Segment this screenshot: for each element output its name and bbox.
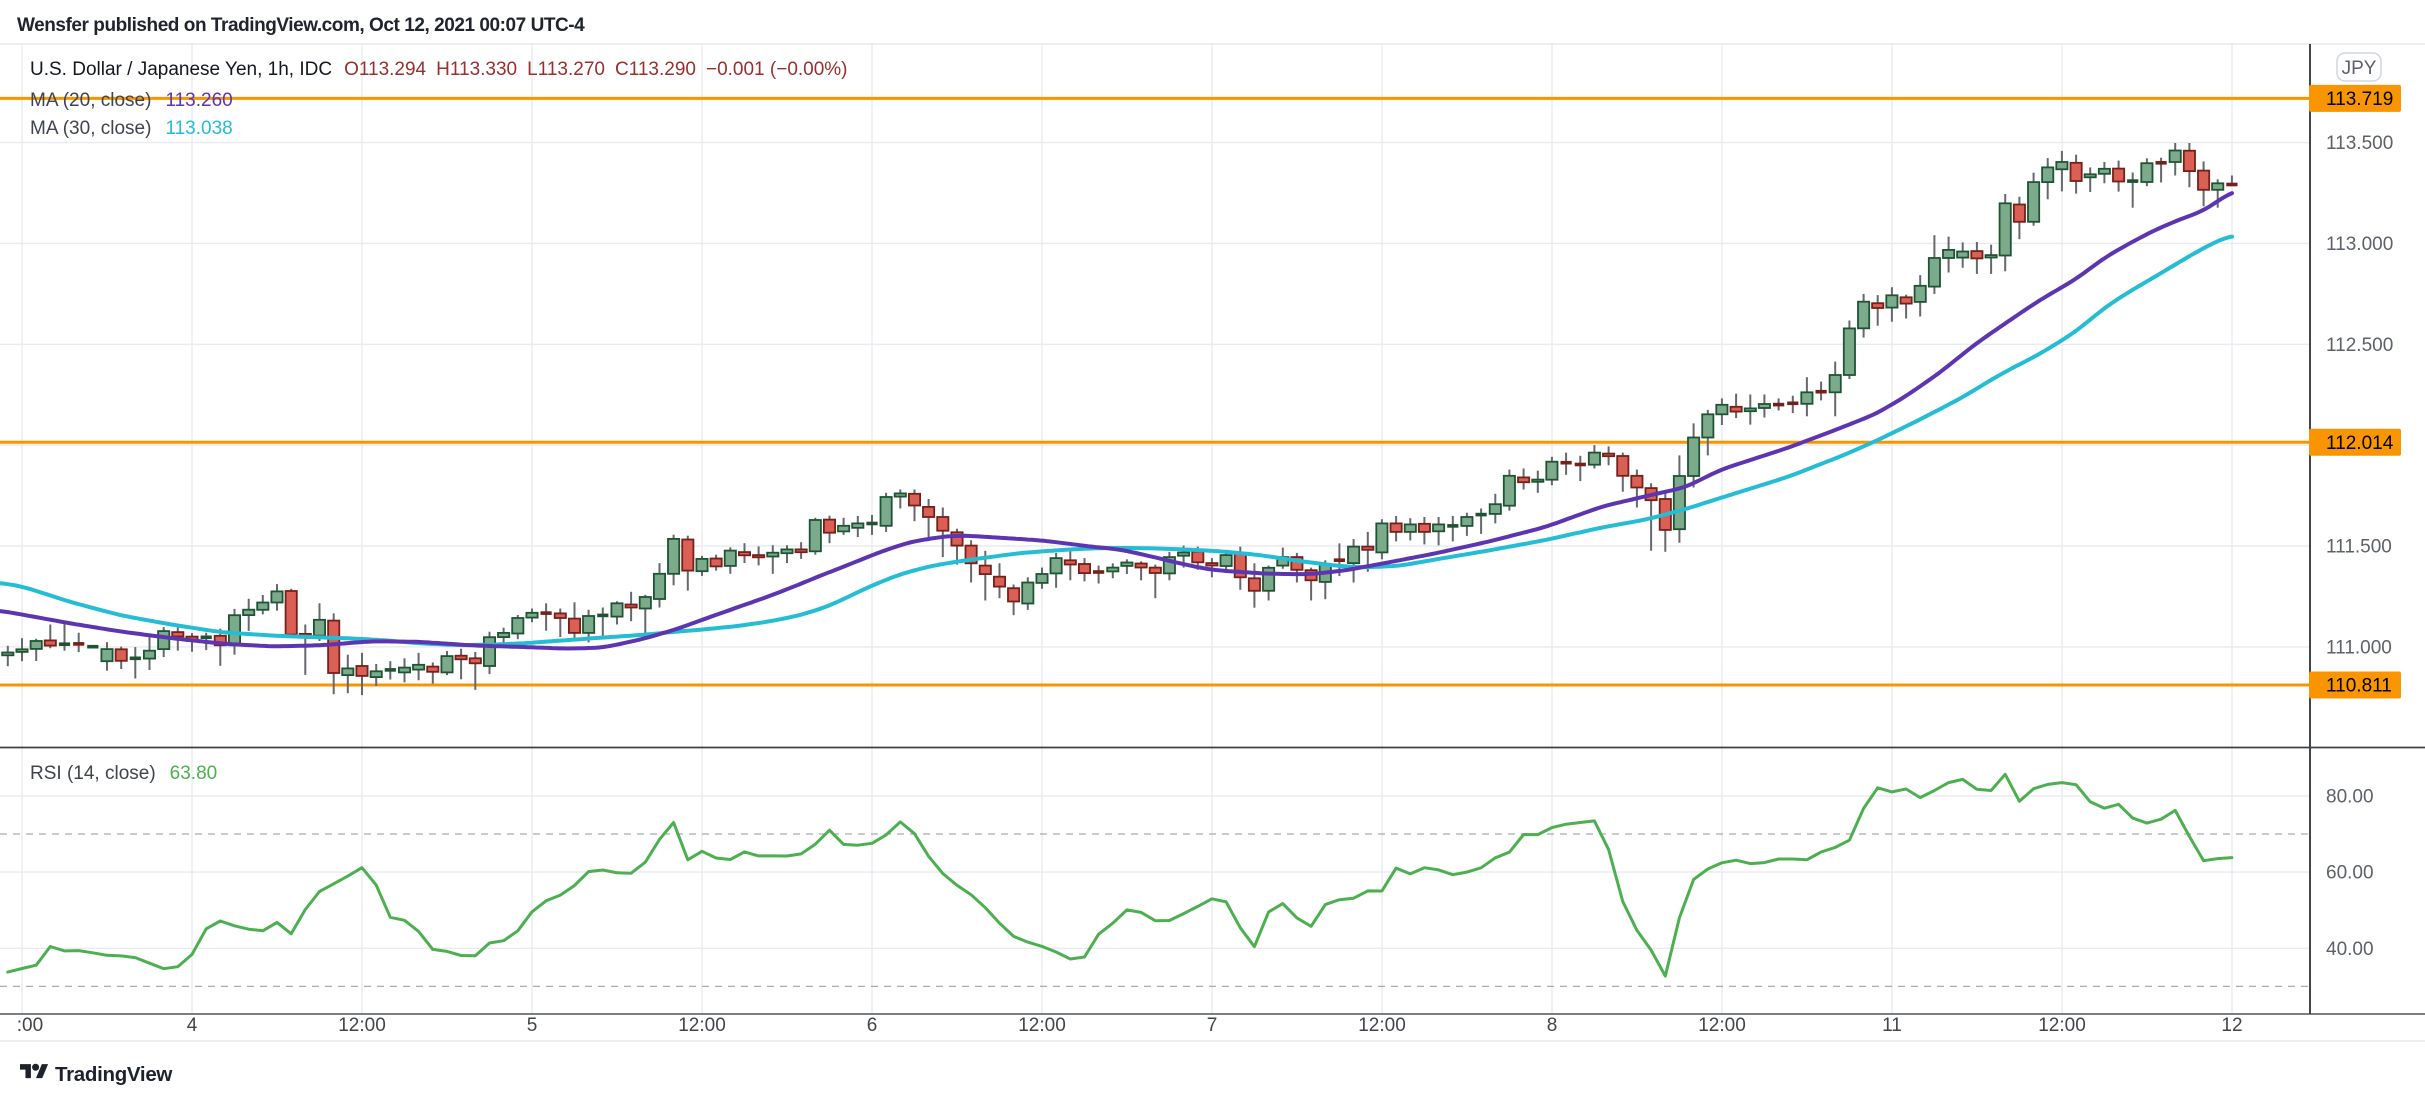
svg-text:11: 11 [1882,1015,1902,1036]
svg-text:112.500: 112.500 [2326,335,2393,356]
svg-text:RSI (14, close)63.80: RSI (14, close) 63.80 [30,763,217,784]
svg-text:MA (30, close)113.038: MA (30, close) 113.038 [30,118,233,139]
svg-text:4: 4 [187,1015,198,1036]
svg-text:MA (20, close)113.260: MA (20, close) 113.260 [30,90,233,111]
svg-text:40.00: 40.00 [2326,939,2374,960]
svg-text:5: 5 [527,1015,538,1036]
svg-text:113.000: 113.000 [2326,234,2393,255]
svg-text:113.719: 113.719 [2326,89,2393,110]
svg-text:JPY: JPY [2342,58,2377,79]
svg-text:112.014: 112.014 [2326,433,2394,454]
svg-text:12:00: 12:00 [1698,1015,1746,1036]
svg-text:60.00: 60.00 [2326,863,2374,884]
svg-text::00: :00 [17,1015,43,1036]
svg-text:7: 7 [1207,1015,1218,1036]
svg-text:80.00: 80.00 [2326,786,2374,807]
svg-text:8: 8 [1547,1015,1558,1036]
svg-text:12:00: 12:00 [678,1015,726,1036]
svg-text:6: 6 [867,1015,878,1036]
svg-text:12:00: 12:00 [2038,1015,2086,1036]
svg-text:Wensfer published on TradingVi: Wensfer published on TradingView.com, Oc… [17,15,585,36]
svg-text:12:00: 12:00 [1358,1015,1406,1036]
svg-text:113.500: 113.500 [2326,133,2393,154]
svg-text:111.500: 111.500 [2326,537,2392,558]
svg-text:12: 12 [2221,1015,2242,1036]
svg-text:12:00: 12:00 [1018,1015,1066,1036]
svg-text:TradingView: TradingView [55,1063,172,1086]
svg-text:110.811: 110.811 [2326,676,2392,697]
svg-text:111.000: 111.000 [2326,637,2392,658]
svg-text:U.S. Dollar / Japanese Yen, 1h: U.S. Dollar / Japanese Yen, 1h, IDC O113.… [30,59,848,80]
svg-text:12:00: 12:00 [338,1015,386,1036]
